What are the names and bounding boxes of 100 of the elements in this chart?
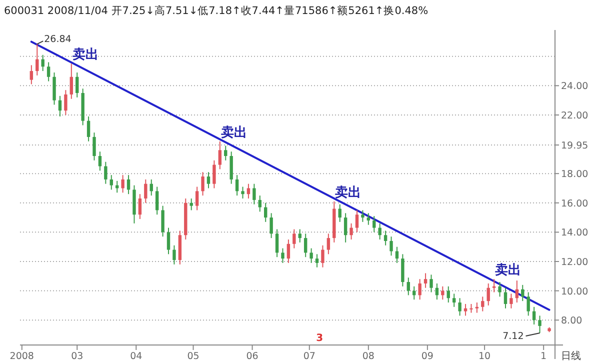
y-tick-label: 18.00 bbox=[561, 169, 588, 180]
candlestick bbox=[52, 72, 56, 106]
annotation: 7.12 bbox=[502, 330, 524, 342]
candlestick bbox=[110, 174, 113, 190]
candlestick bbox=[326, 233, 330, 255]
candlestick bbox=[195, 186, 199, 211]
y-tick-label: 16.00 bbox=[561, 198, 588, 210]
y-tick-label: 22.00 bbox=[561, 110, 588, 122]
candlestick bbox=[235, 174, 239, 196]
candlestick bbox=[76, 72, 79, 98]
x-tick-label: 03 bbox=[71, 351, 84, 362]
x-tick-label: 04 bbox=[130, 351, 142, 362]
candlestick bbox=[58, 95, 62, 117]
candlestick bbox=[212, 160, 216, 189]
candlestick bbox=[258, 195, 262, 212]
candlestick bbox=[515, 280, 519, 304]
candlestick bbox=[264, 202, 268, 222]
candlestick bbox=[166, 227, 170, 255]
candlestick bbox=[315, 254, 319, 268]
candlestick bbox=[321, 244, 324, 268]
candlestick bbox=[172, 244, 176, 265]
candlestick bbox=[532, 306, 536, 325]
x-tick-label: 08 bbox=[362, 351, 374, 362]
candlestick bbox=[504, 287, 508, 309]
candlestick bbox=[372, 216, 376, 233]
candlestick bbox=[418, 278, 422, 300]
x-tick-label: 09 bbox=[421, 351, 434, 362]
candlestick bbox=[292, 228, 296, 249]
candlestick bbox=[41, 54, 44, 72]
candlestick bbox=[30, 64, 34, 85]
candlestick bbox=[224, 145, 228, 161]
candlestick bbox=[406, 277, 410, 296]
candlestick bbox=[70, 63, 74, 100]
candlestick bbox=[464, 303, 468, 316]
candlestick bbox=[538, 315, 542, 334]
candlestick bbox=[390, 236, 393, 256]
candlestick bbox=[361, 210, 364, 222]
candlestick bbox=[138, 194, 142, 220]
x-tick-label: 2008 bbox=[10, 351, 34, 362]
candlestick bbox=[492, 278, 496, 293]
candlestick bbox=[161, 205, 164, 238]
candlestick bbox=[498, 282, 502, 298]
candlestick bbox=[241, 186, 244, 199]
candlestick bbox=[246, 183, 250, 199]
candlestick bbox=[92, 132, 96, 161]
candlestick bbox=[298, 228, 302, 243]
candlestick bbox=[310, 248, 313, 264]
candlestick bbox=[510, 293, 513, 309]
candlestick bbox=[104, 161, 108, 184]
candlestick bbox=[395, 246, 399, 264]
y-tick-label: 8.00 bbox=[561, 316, 582, 327]
candlestick bbox=[86, 116, 90, 142]
candlestick bbox=[424, 272, 428, 288]
candlestick bbox=[344, 212, 348, 243]
candlestick bbox=[230, 151, 233, 184]
candlestick bbox=[304, 233, 308, 258]
candlestick bbox=[46, 62, 50, 82]
candlestick bbox=[144, 178, 148, 204]
candlestick bbox=[206, 172, 210, 189]
candlestick bbox=[36, 44, 39, 76]
candlestick bbox=[452, 293, 456, 308]
candlestick bbox=[475, 302, 479, 314]
candlestick bbox=[201, 172, 204, 196]
annotation: 26.84 bbox=[44, 34, 72, 46]
candlestick bbox=[458, 298, 462, 316]
candlestick bbox=[286, 239, 290, 264]
x-tick-label: 1 bbox=[540, 351, 547, 362]
candlestick bbox=[486, 282, 490, 306]
candlestick bbox=[481, 296, 484, 312]
candlestick bbox=[98, 151, 102, 172]
y-tick-label: 12.00 bbox=[561, 256, 588, 268]
candlestick bbox=[526, 292, 530, 316]
candlestick bbox=[275, 228, 279, 258]
x-tick-label: 10 bbox=[478, 351, 491, 362]
annotation: 卖出 bbox=[72, 48, 98, 63]
annotation: 卖出 bbox=[220, 125, 247, 140]
annotation: 卖出 bbox=[335, 185, 362, 200]
candlestick bbox=[384, 230, 388, 246]
y-tick-label: 24.00 bbox=[561, 81, 588, 92]
x-tick-label: 05 bbox=[187, 351, 200, 362]
y-tick-label: 19.95 bbox=[561, 140, 588, 152]
x-tick-label: 07 bbox=[303, 351, 316, 362]
x-tick-label: 06 bbox=[246, 351, 258, 362]
text: 日线 bbox=[561, 350, 581, 362]
candlestick bbox=[366, 212, 370, 226]
candlestick bbox=[126, 174, 130, 195]
candlestick bbox=[441, 286, 444, 300]
y-tick-label: 14.00 bbox=[561, 228, 588, 239]
candlestick bbox=[190, 198, 193, 211]
candlestick bbox=[401, 254, 404, 287]
candlestick bbox=[218, 140, 222, 170]
candlestick bbox=[121, 174, 124, 194]
candlestick bbox=[430, 274, 433, 293]
annotation: 3 bbox=[316, 333, 324, 344]
chart-title: 600031 2008/11/04 开7.25↓高7.51↓低7.18↑收7.44↑量71586↑额5261↑换0.48% bbox=[4, 4, 428, 17]
candlestick bbox=[378, 222, 382, 240]
candlestick bbox=[338, 204, 342, 222]
y-tick-label: 10.00 bbox=[561, 286, 588, 298]
candlestick bbox=[252, 183, 256, 205]
candlestick bbox=[64, 90, 68, 116]
